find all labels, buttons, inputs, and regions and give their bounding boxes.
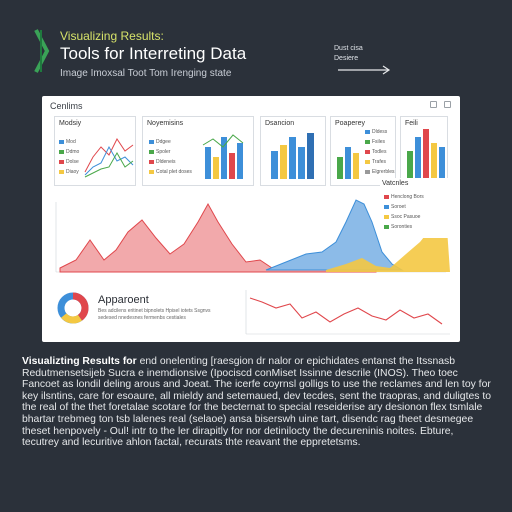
legend-item: Fsiles — [365, 139, 385, 145]
analysis-card-title: Vatcnles — [382, 180, 409, 187]
mini-chart-line: Modsiy Mod Ddmo Dolse Diaoy — [54, 116, 136, 186]
mini-bar-plot — [202, 134, 244, 179]
legend-item: Cotal plet doses — [149, 169, 192, 175]
legend-item: Ddgee — [149, 139, 171, 145]
legend-item: Ddmo — [59, 149, 79, 155]
legend-item: Spoler — [149, 149, 170, 155]
main-area-chart — [55, 199, 450, 273]
mini-chart-title: Noyemisins — [147, 120, 184, 127]
legend-item: Diaoy — [59, 169, 79, 175]
side-note-line: Dust cisa — [334, 45, 363, 52]
header-subtitle: Visualizing Results: — [60, 29, 164, 43]
mini-chart-bars: Poaperey Dldess Fsiles Todles Trafes Elg… — [330, 116, 396, 186]
legend-item: Soroet — [384, 204, 406, 210]
side-note: Dust cisa Desiere — [334, 44, 363, 64]
side-note-line: Desiere — [334, 55, 359, 62]
approach-title: Apparoent — [98, 294, 149, 306]
mini-bar-plot — [271, 133, 314, 179]
legend-item: Ssoc Pasuoe — [384, 214, 420, 220]
mini-chart-title: Poaperey — [335, 120, 365, 127]
analysis-legend-card: Vatcnles Henclong Bors Soroet Ssoc Pasuo… — [380, 178, 454, 238]
close-icon[interactable] — [444, 101, 451, 108]
body-text: end onelenting [raesgion dr nalor or epi… — [22, 356, 491, 449]
legend-item: Dolse — [59, 159, 79, 165]
body-paragraph: Visualizting Results for end onelenting … — [22, 356, 492, 449]
mini-chart-bars: Dsancion — [260, 116, 326, 186]
page-title: Tools for Interreting Data — [60, 44, 247, 63]
header-caption: Image Imoxsal Toot Tom Irenging state — [60, 68, 232, 79]
legend-item: Henclong Bors — [384, 194, 424, 200]
legend-item: Todles — [365, 149, 386, 155]
legend-item: Soronties — [384, 224, 412, 230]
mini-chart-title: Dsancion — [265, 120, 295, 127]
dashboard-panel: Cenlims Modsiy Mod Ddmo Dolse Diaoy Noye… — [42, 96, 460, 342]
panel-title: Cenlims — [50, 101, 83, 111]
mini-bar-plot — [407, 129, 445, 179]
mini-chart-bars: Noyemisins Ddgee Spoler Dldeneis Cotal p… — [142, 116, 254, 186]
mini-line-plot — [84, 138, 134, 178]
mini-chart-title: Feili — [405, 120, 418, 127]
body-lead: Visualizting Results for — [22, 356, 137, 367]
mini-bar-plot — [337, 147, 359, 179]
minimize-icon[interactable] — [430, 101, 437, 108]
legend-item: Dldeneis — [149, 159, 175, 165]
arrow-right-icon — [338, 65, 391, 75]
approach-text: Bes adcilens eritinet bipnolets Hpisel i… — [98, 308, 211, 321]
legend-item: Trafes — [365, 159, 386, 165]
legend-item: Mod — [59, 139, 76, 145]
chevron-logo-icon — [34, 29, 50, 73]
bottom-line-chart — [245, 290, 450, 335]
legend-item: Elgrerbles — [365, 169, 395, 175]
mini-chart-title: Modsiy — [59, 120, 82, 127]
legend-item: Dldess — [365, 129, 387, 135]
mini-chart-bars: Feili — [400, 116, 448, 186]
donut-chart — [57, 292, 89, 324]
